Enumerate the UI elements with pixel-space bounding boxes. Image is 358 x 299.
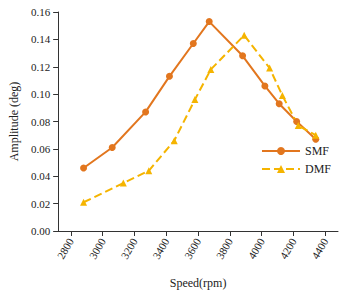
svg-text:3600: 3600 [182,236,204,261]
svg-text:3200: 3200 [118,236,140,261]
svg-text:3000: 3000 [86,236,108,261]
svg-text:Speed(rpm): Speed(rpm) [170,276,227,290]
svg-text:0.12: 0.12 [31,61,50,73]
svg-text:0.16: 0.16 [31,6,51,18]
svg-text:4400: 4400 [309,236,331,261]
svg-text:0.00: 0.00 [31,225,51,237]
svg-text:SMF: SMF [305,144,329,158]
svg-text:0.06: 0.06 [31,143,51,155]
svg-text:3400: 3400 [150,236,172,261]
svg-text:2800: 2800 [55,236,77,261]
svg-text:DMF: DMF [305,162,331,176]
svg-text:3800: 3800 [214,236,236,261]
svg-text:0.08: 0.08 [31,116,51,128]
svg-text:0.04: 0.04 [31,170,51,182]
svg-text:0.10: 0.10 [31,88,51,100]
svg-text:4000: 4000 [245,236,267,261]
svg-text:4200: 4200 [277,236,299,261]
svg-text:0.14: 0.14 [31,33,51,45]
svg-text:0.02: 0.02 [31,198,50,210]
svg-text:Amplitude (deg): Amplitude (deg) [7,82,21,162]
